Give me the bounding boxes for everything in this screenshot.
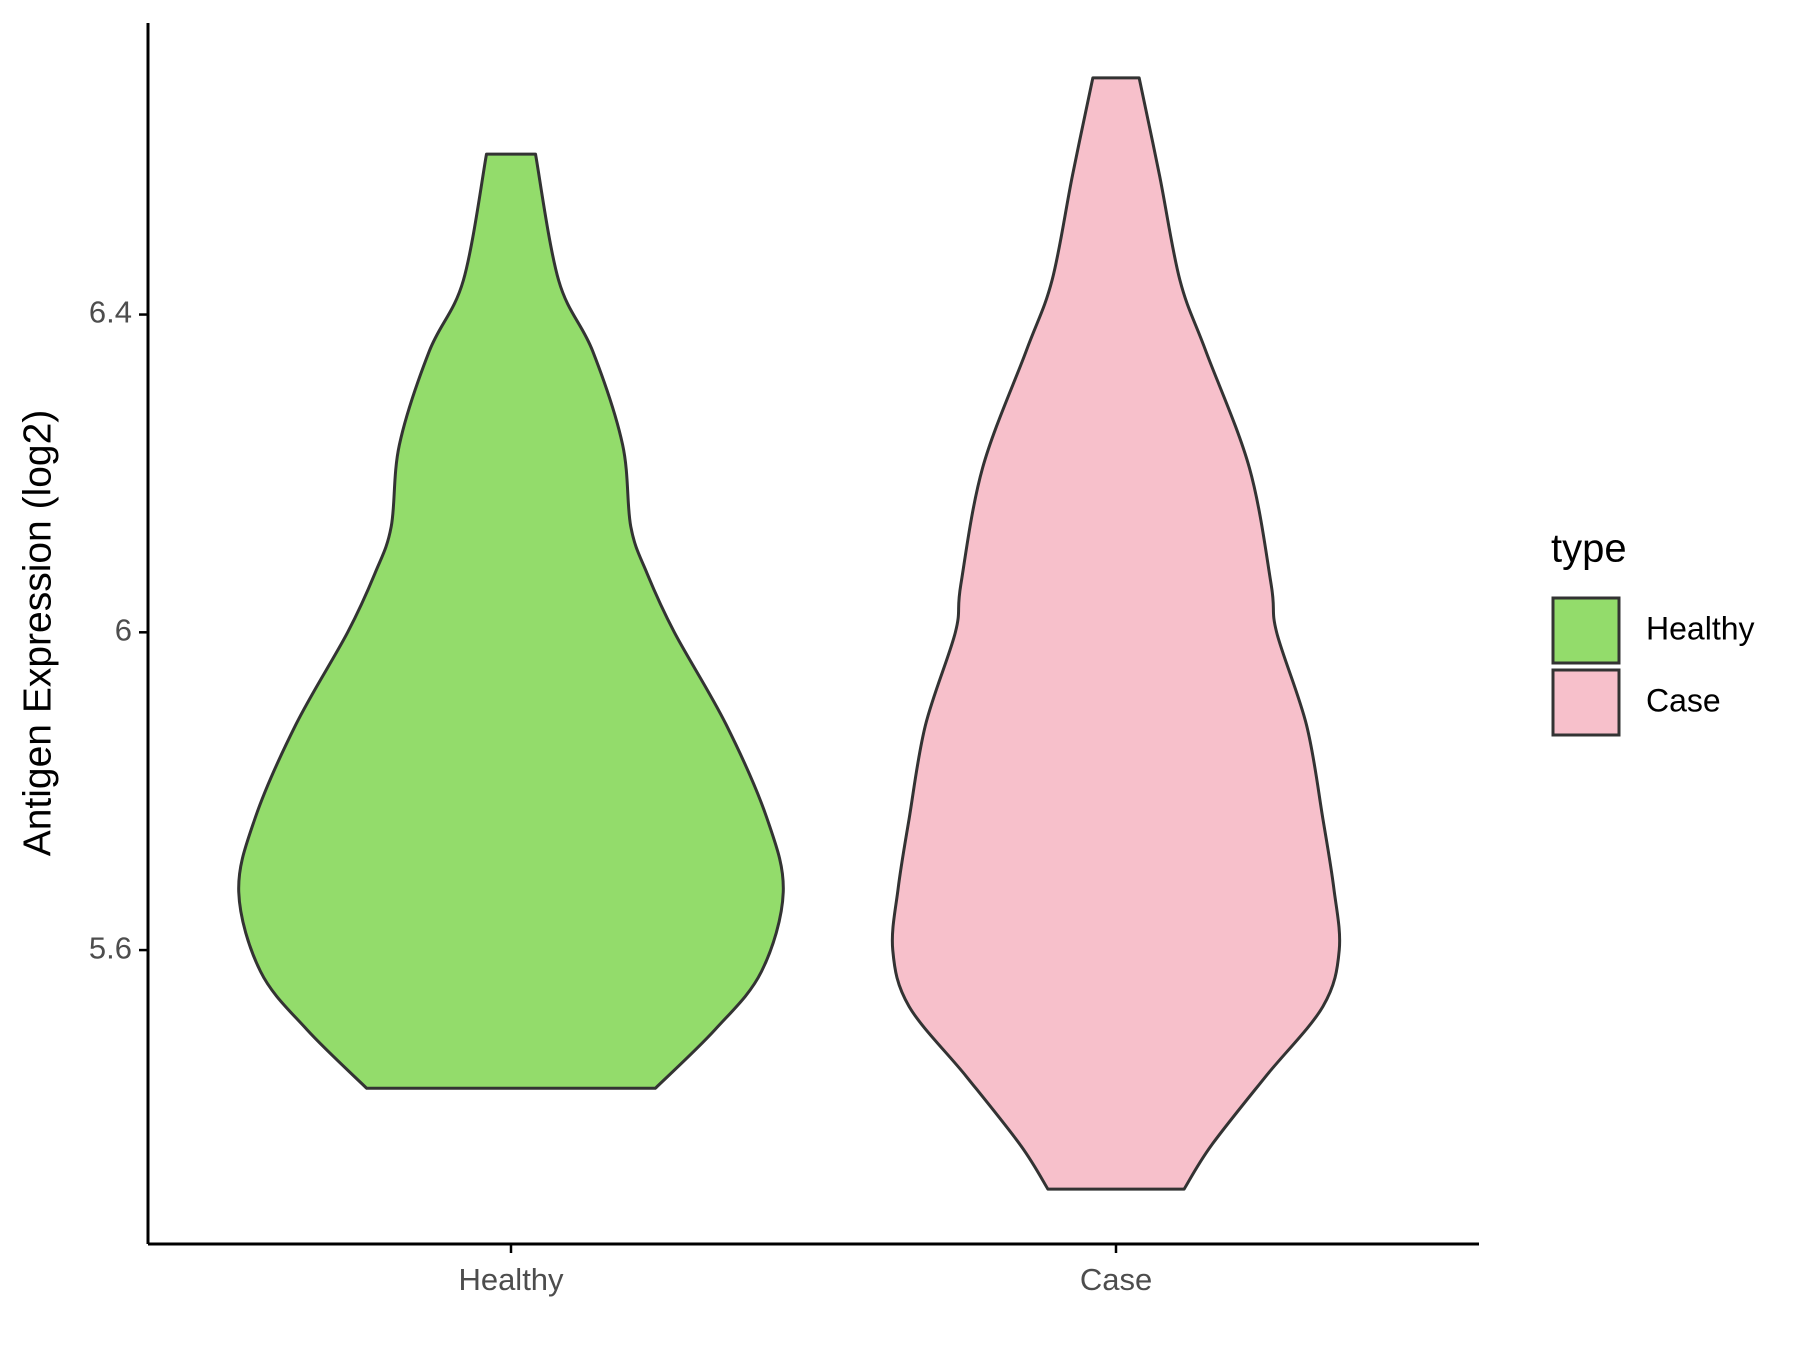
legend-title: type (1551, 527, 1627, 571)
violin (890, 76, 1342, 1191)
legend-key (1551, 668, 1621, 737)
legend-label: Healthy (1646, 610, 1755, 646)
x-tick-label: Healthy (458, 1262, 564, 1297)
legend-key (1551, 596, 1621, 665)
y-tick-label: 6 (115, 612, 132, 647)
legend-label: Case (1646, 682, 1721, 718)
violin (237, 152, 785, 1090)
y-tick-label: 5.6 (89, 930, 132, 965)
y-tick-label: 6.4 (89, 295, 132, 330)
y-axis-title: Antigen Expression (log2) (16, 410, 59, 857)
x-tick-label: Case (1080, 1262, 1152, 1297)
